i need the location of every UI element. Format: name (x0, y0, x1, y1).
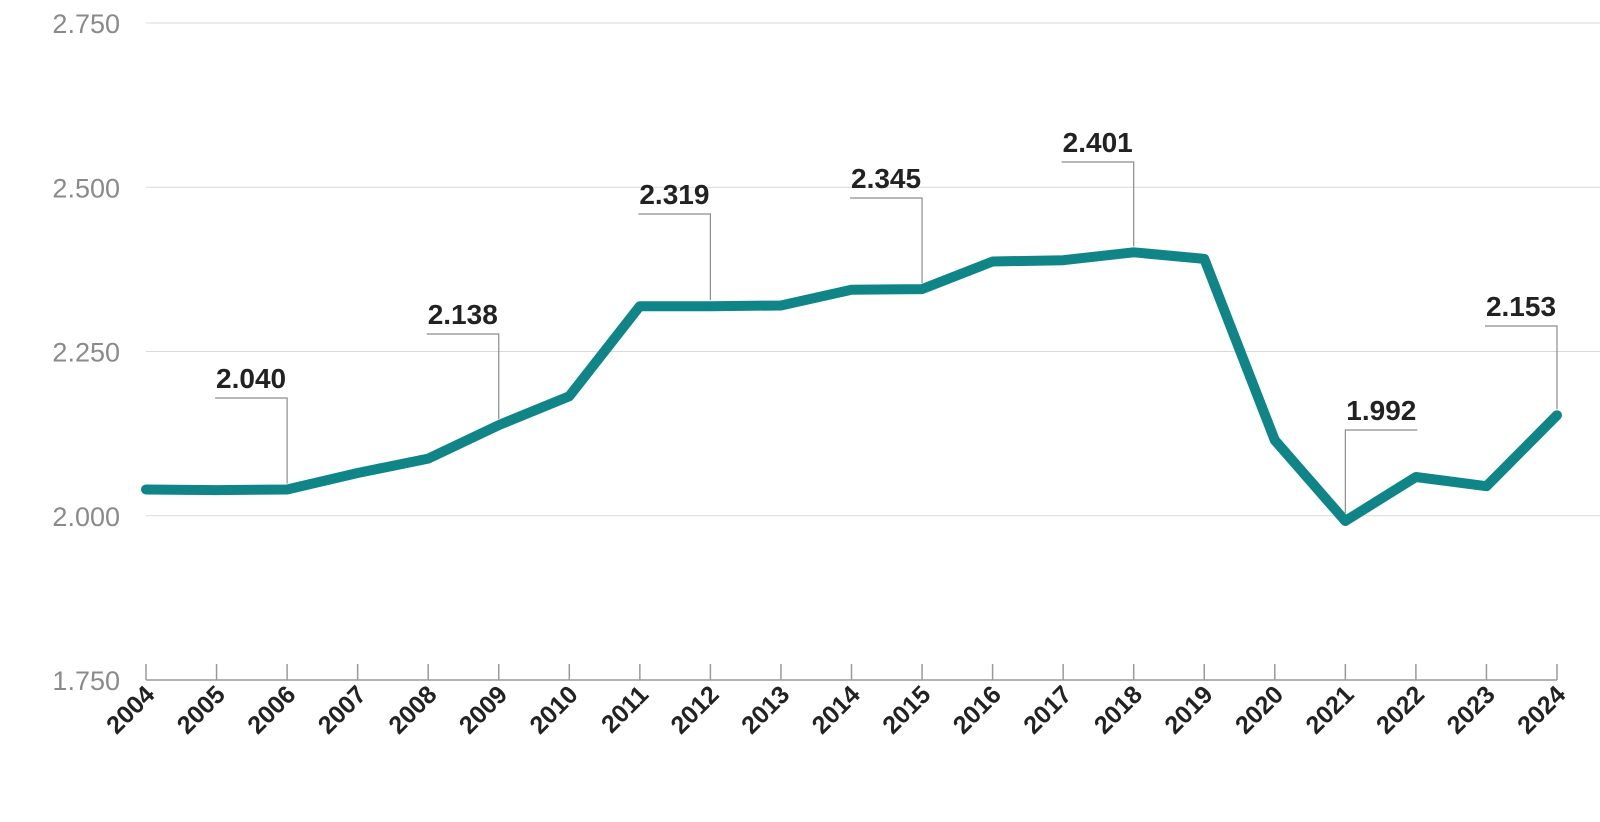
y-tick-label: 1.750 (52, 666, 120, 696)
x-tick-label: 2016 (948, 680, 1007, 739)
y-tick-label: 2.750 (52, 9, 120, 39)
y-axis-tick-labels: 1.750 2.000 2.250 2.500 2.750 (52, 9, 120, 696)
y-tick-label: 2.500 (52, 173, 120, 203)
annotation-labels: 2.040 2.138 2.319 2.345 2.401 1.992 2.153 (216, 127, 1556, 426)
x-tick-label: 2009 (454, 680, 513, 739)
data-label: 2.040 (216, 363, 286, 394)
x-tick-label: 2021 (1300, 680, 1359, 739)
data-label: 2.153 (1486, 291, 1556, 322)
x-tick-label: 2020 (1230, 680, 1289, 739)
annotation-leader (1485, 325, 1558, 410)
x-axis (145, 664, 1558, 681)
x-tick-label: 2006 (242, 680, 301, 739)
x-tick-label: 2008 (383, 680, 442, 739)
x-tick-label: 2012 (666, 680, 725, 739)
x-tick-label: 2010 (524, 680, 583, 739)
x-tick-label: 2024 (1512, 680, 1571, 739)
annotation-leaders (215, 161, 1558, 514)
annotation-leader (426, 333, 500, 420)
y-tick-label: 2.000 (52, 502, 120, 532)
data-label: 2.401 (1063, 127, 1133, 158)
annotation-leader (1061, 161, 1135, 247)
x-tick-label: 2014 (807, 680, 866, 739)
x-tick-label: 2015 (877, 680, 936, 739)
annotation-leader (1344, 429, 1418, 514)
annotation-leader (850, 197, 923, 284)
data-label: 2.138 (428, 299, 498, 330)
x-tick-label: 2019 (1159, 680, 1218, 739)
x-tick-label: 2011 (596, 680, 654, 738)
annotation-leader (215, 397, 288, 484)
data-label: 2.319 (639, 179, 709, 210)
x-tick-label: 2007 (313, 680, 372, 739)
data-label: 2.345 (851, 163, 921, 194)
x-tick-label: 2017 (1018, 680, 1077, 739)
x-tick-label: 2018 (1089, 680, 1148, 739)
series-layer (141, 247, 1562, 526)
x-tick-label: 2013 (736, 680, 795, 739)
y-tick-label: 2.250 (52, 338, 120, 368)
grid-lines (146, 22, 1600, 517)
x-tick-label: 2022 (1371, 680, 1430, 739)
x-tick-label: 2023 (1442, 680, 1501, 739)
x-tick-label: 2005 (172, 680, 231, 739)
data-label: 1.992 (1346, 395, 1416, 426)
annotation-leader (638, 213, 712, 301)
x-axis-tick-labels: 2004 2005 2006 2007 2008 2009 2010 2011 2012 2013… (101, 680, 1571, 739)
